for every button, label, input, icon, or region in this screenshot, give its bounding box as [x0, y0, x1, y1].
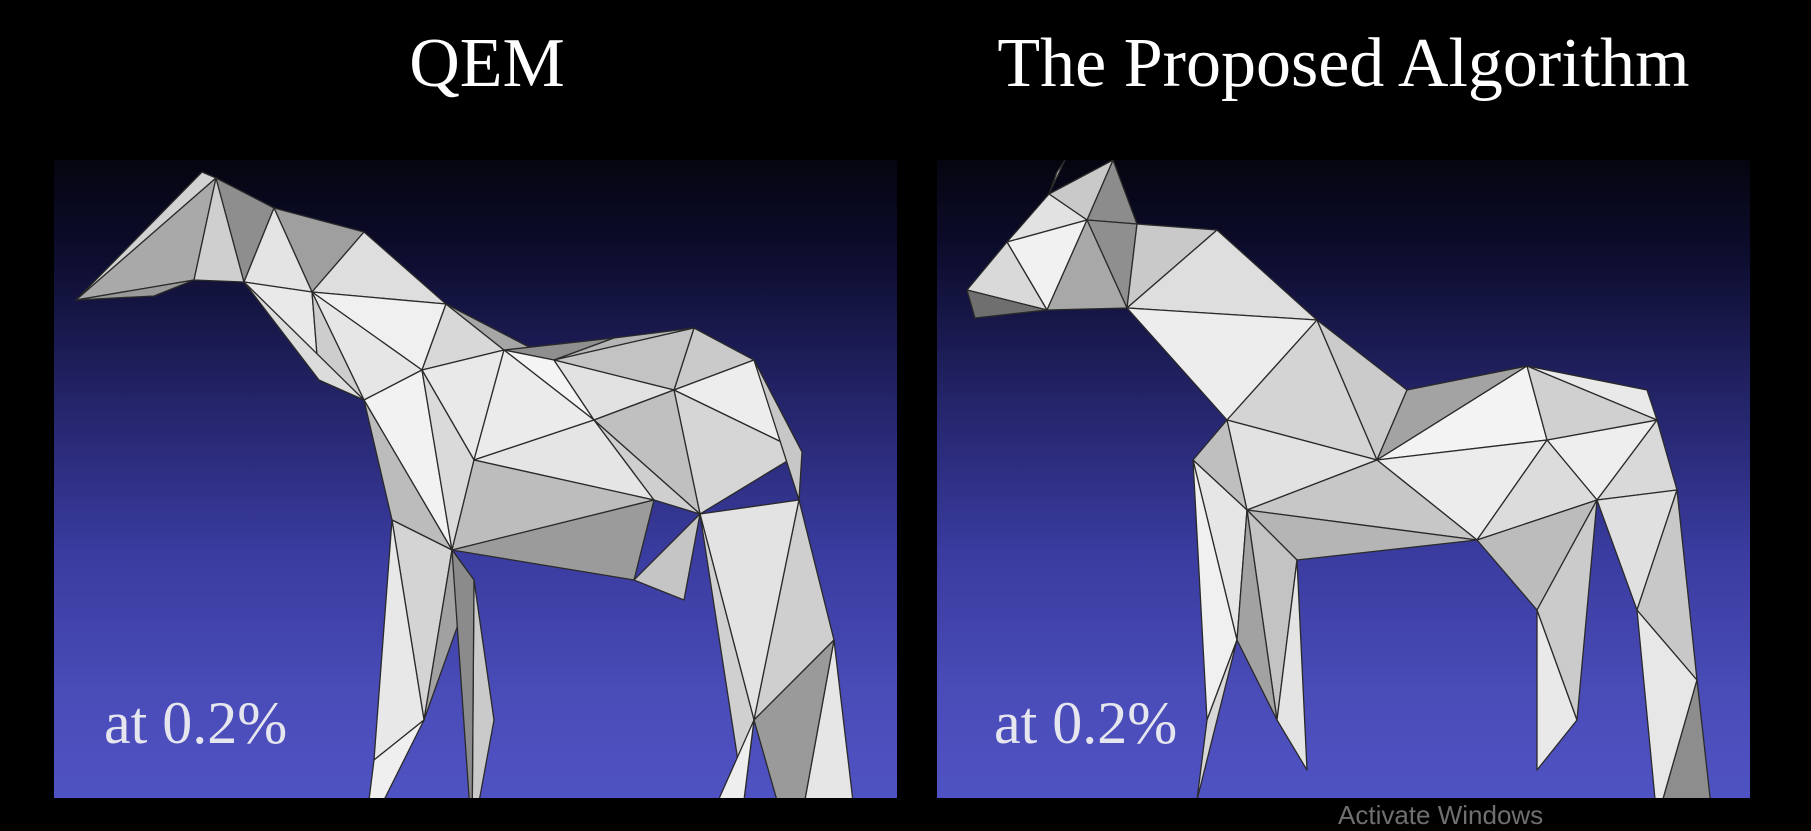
activate-windows-watermark: Activate Windows	[1338, 800, 1544, 830]
qem-title: QEM	[409, 25, 565, 102]
qem-caption: at 0.2%	[104, 690, 288, 756]
qem-horse-mesh	[75, 171, 854, 798]
qem-render-panel: at 0.2%	[54, 160, 897, 798]
proposed-caption: at 0.2%	[994, 690, 1178, 756]
proposed-render-panel: at 0.2%	[937, 160, 1750, 798]
proposed-algorithm-title: The Proposed Algorithm	[997, 25, 1690, 102]
proposed-horse-mesh	[966, 160, 1711, 798]
